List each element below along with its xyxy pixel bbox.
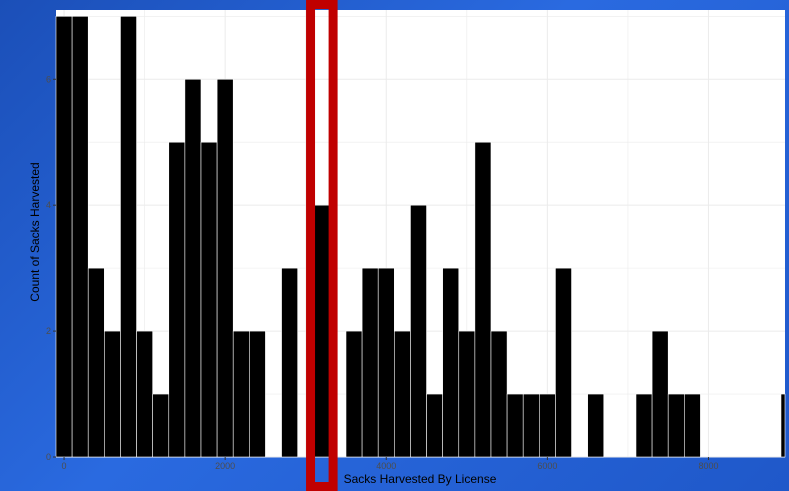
histogram-bar xyxy=(684,393,701,458)
histogram-bar xyxy=(71,15,89,458)
histogram-bar xyxy=(87,267,105,458)
y-tick-label: 4 xyxy=(46,200,51,210)
histogram-bar xyxy=(442,267,460,458)
histogram-bar xyxy=(232,330,250,458)
y-axis-label: Count of Sacks Harvested xyxy=(28,162,42,301)
bars-layer xyxy=(55,15,786,458)
histogram-bar xyxy=(361,267,379,458)
histogram-bar xyxy=(780,393,786,458)
y-tick-label: 0 xyxy=(46,452,51,462)
histogram-bar xyxy=(490,330,508,458)
histogram-bar xyxy=(522,393,540,458)
histogram-bar xyxy=(587,393,605,458)
histogram-bar xyxy=(426,393,443,458)
histogram-bar xyxy=(410,204,427,458)
x-tick-label: 8000 xyxy=(698,461,718,471)
histogram-bar xyxy=(506,393,524,458)
histogram-bar xyxy=(104,330,121,458)
histogram-bar xyxy=(555,267,572,458)
histogram-bar xyxy=(216,78,234,458)
x-tick-label: 0 xyxy=(62,461,67,471)
highlight-box xyxy=(306,0,338,491)
histogram-bar xyxy=(667,393,685,458)
histogram-bar xyxy=(152,393,170,458)
histogram-bar xyxy=(458,330,476,458)
x-axis-label: Sacks Harvested By License xyxy=(344,472,497,486)
histogram-bar xyxy=(55,15,73,458)
y-tick-label: 6 xyxy=(46,74,51,84)
histogram-bar xyxy=(249,330,266,458)
y-tick-label: 2 xyxy=(46,326,51,336)
histogram-bar xyxy=(474,141,492,458)
x-axis-ticks: 0 2000 4000 6000 8000 xyxy=(62,457,718,471)
histogram-bar xyxy=(651,330,669,458)
histogram-bar xyxy=(168,141,186,458)
histogram-bar xyxy=(635,393,653,458)
histogram-bar xyxy=(345,330,363,458)
histogram-bar xyxy=(120,15,137,458)
histogram-bar xyxy=(281,267,298,458)
x-tick-label: 6000 xyxy=(537,461,557,471)
y-axis-ticks: 0 2 4 6 xyxy=(46,74,56,462)
histogram-bar xyxy=(313,204,331,458)
x-tick-label: 2000 xyxy=(215,461,235,471)
histogram-bar xyxy=(394,330,411,458)
x-tick-label: 4000 xyxy=(376,461,396,471)
histogram-bar xyxy=(539,393,556,458)
histogram-bar xyxy=(377,267,395,458)
histogram-bar xyxy=(200,141,218,458)
histogram-bar xyxy=(184,78,202,458)
histogram-bar xyxy=(136,330,153,458)
